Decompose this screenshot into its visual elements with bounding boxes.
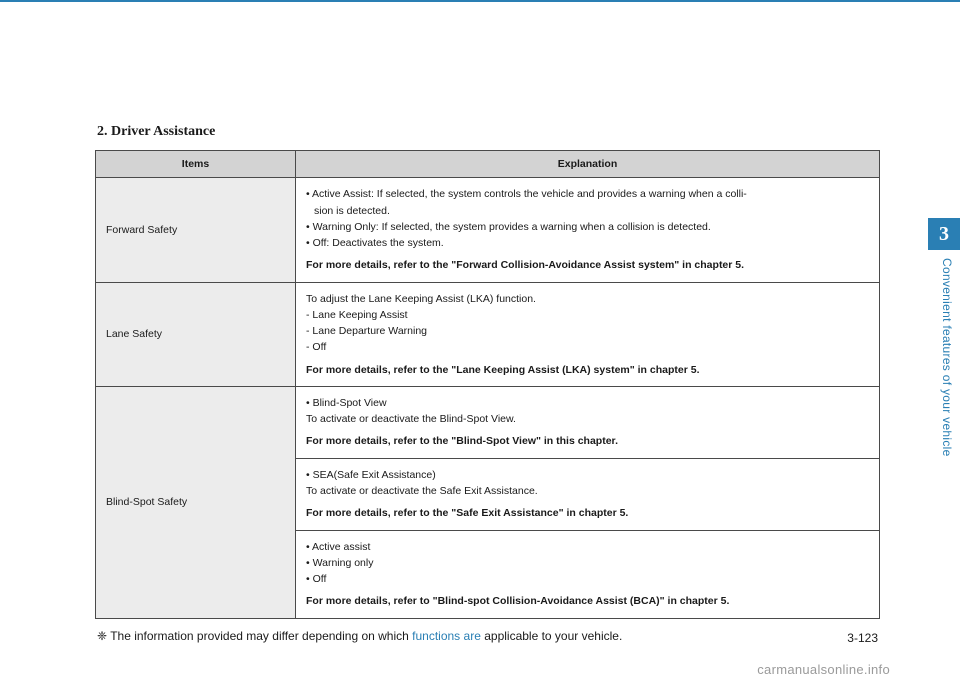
item-cell-lane-safety: Lane Safety (96, 282, 296, 386)
top-rule (0, 0, 960, 2)
header-explanation: Explanation (296, 151, 880, 178)
footnote-text: The information provided may differ depe… (110, 629, 409, 643)
header-items: Items (96, 151, 296, 178)
bullet-line-continuation: sion is detected. (306, 205, 390, 217)
table-header-row: Items Explanation (96, 151, 880, 178)
page-number: 3-123 (847, 631, 878, 645)
detail-line: For more details, refer to the "Blind-Sp… (306, 433, 869, 449)
footnote-symbol: ❈ (97, 629, 107, 643)
chapter-side-label: Convenient features of your vehicle (934, 258, 954, 578)
dash-line: - Lane Departure Warning (306, 325, 427, 337)
chapter-tab: 3 (928, 218, 960, 250)
item-cell-blind-spot-safety: Blind-Spot Safety (96, 386, 296, 618)
explanation-cell: • Blind-Spot View To activate or deactiv… (296, 386, 880, 458)
bullet-line: • Blind-Spot View (306, 397, 387, 409)
table-row: Lane Safety To adjust the Lane Keeping A… (96, 282, 880, 386)
dash-line: - Off (306, 341, 326, 353)
content-area: 2. Driver Assistance Items Explanation F… (95, 74, 880, 643)
table-row: Blind-Spot Safety • Blind-Spot View To a… (96, 386, 880, 458)
detail-line: For more details, refer to the "Lane Kee… (306, 362, 869, 378)
chapter-number: 3 (939, 223, 949, 246)
watermark: carmanualsonline.info (757, 662, 890, 677)
footnote-link-overlay: functions are (412, 629, 481, 643)
bullet-line: • Off: Deactivates the system. (306, 237, 444, 249)
bullet-line: • SEA(Safe Exit Assistance) (306, 469, 436, 481)
desc-line: To activate or deactivate the Blind-Spot… (306, 413, 516, 425)
intro-line: To adjust the Lane Keeping Assist (LKA) … (306, 293, 536, 305)
bullet-line: • Warning only (306, 557, 373, 569)
explanation-cell: To adjust the Lane Keeping Assist (LKA) … (296, 282, 880, 386)
bullet-line: • Active assist (306, 541, 370, 553)
detail-line: For more details, refer to "Blind-spot C… (306, 593, 869, 609)
bullet-line: • Off (306, 573, 326, 585)
table-row: Forward Safety • Active Assist: If selec… (96, 178, 880, 282)
detail-line: For more details, refer to the "Safe Exi… (306, 505, 869, 521)
item-cell-forward-safety: Forward Safety (96, 178, 296, 282)
section-title: 2. Driver Assistance (97, 124, 880, 140)
bullet-line: • Active Assist: If selected, the system… (306, 188, 747, 200)
driver-assistance-table: Items Explanation Forward Safety • Activ… (95, 150, 880, 619)
dash-line: - Lane Keeping Assist (306, 309, 408, 321)
desc-line: To activate or deactivate the Safe Exit … (306, 485, 538, 497)
explanation-cell: • Active assist • Warning only • Off For… (296, 530, 880, 618)
footnote-text: applicable to your vehicle. (484, 629, 622, 643)
detail-line: For more details, refer to the "Forward … (306, 257, 869, 273)
explanation-cell: • SEA(Safe Exit Assistance) To activate … (296, 458, 880, 530)
bullet-line: • Warning Only: If selected, the system … (306, 221, 711, 233)
footnote: ❈ The information provided may differ de… (97, 629, 880, 643)
explanation-cell: • Active Assist: If selected, the system… (296, 178, 880, 282)
